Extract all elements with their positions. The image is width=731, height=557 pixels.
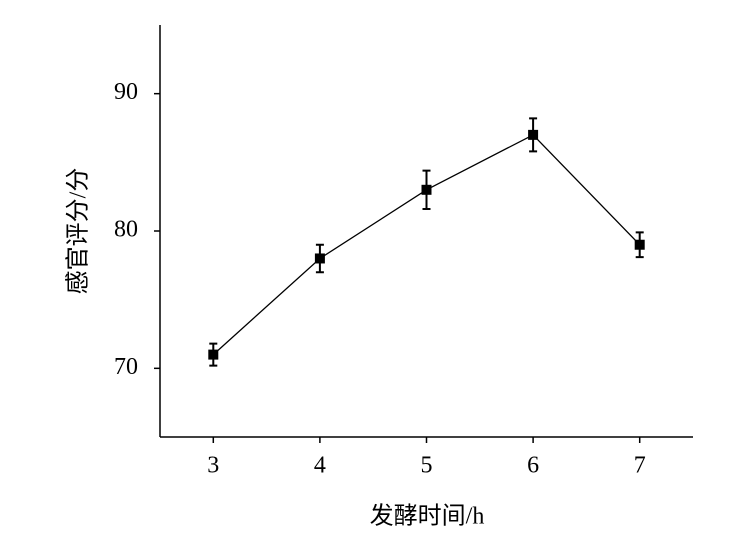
x-tick-label: 5 — [421, 453, 433, 479]
marker — [634, 239, 645, 250]
y-axis-label: 感官评分/分 — [65, 168, 92, 295]
marker — [528, 129, 539, 140]
y-tick-label: 80 — [114, 217, 138, 243]
x-tick-label: 4 — [314, 453, 326, 479]
line — [212, 134, 641, 356]
marker — [421, 184, 432, 195]
x-tick-label: 7 — [634, 453, 646, 479]
marker — [208, 349, 219, 360]
marker — [314, 253, 325, 264]
y-tick-label: 70 — [114, 354, 138, 380]
y-tick-label: 90 — [114, 79, 138, 105]
x-tick-label: 3 — [207, 453, 219, 479]
x-axis-label: 发酵时间/h — [370, 503, 485, 530]
x-tick-label: 6 — [527, 453, 539, 479]
